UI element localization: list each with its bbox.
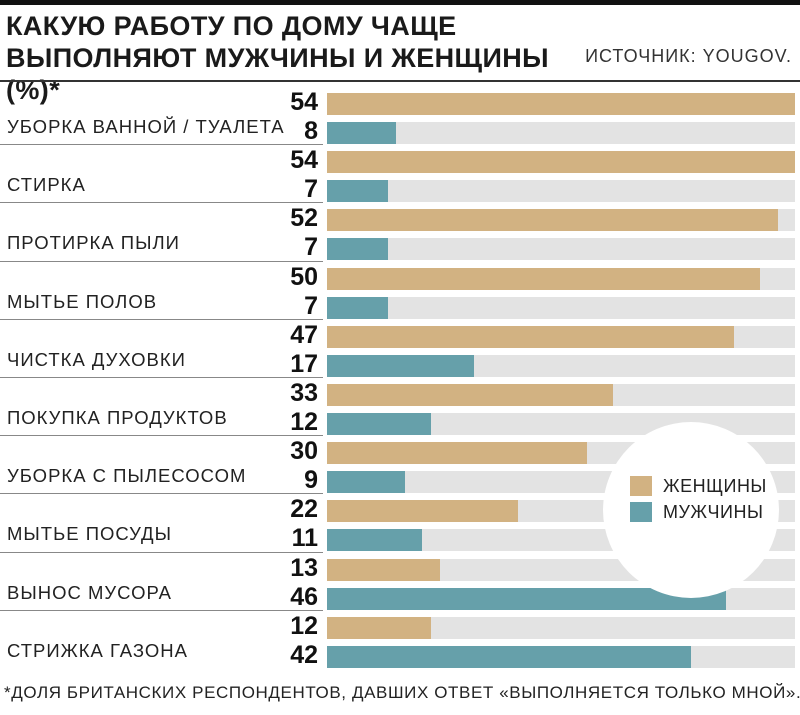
category-label: УБОРКА С ПЫЛЕСОСОМ xyxy=(7,465,247,486)
bar-women xyxy=(327,93,795,115)
value-label-men: 12 xyxy=(290,408,318,436)
bar-men xyxy=(327,413,431,435)
value-label-women: 30 xyxy=(290,437,318,465)
bar-men xyxy=(327,471,405,493)
value-label-women: 12 xyxy=(290,612,318,640)
bar-men xyxy=(327,297,388,319)
bar-women xyxy=(327,209,778,231)
bar-men xyxy=(327,122,396,144)
category-label: ЧИСТКА ДУХОВКИ xyxy=(7,349,186,370)
value-label-women: 22 xyxy=(290,495,318,523)
bar-men xyxy=(327,529,422,551)
source-note: ИСТОЧНИК: YOUGOV. xyxy=(585,46,792,66)
value-label-women: 13 xyxy=(290,554,318,582)
value-label-men: 8 xyxy=(304,117,318,145)
category-label: ВЫНОС МУСОРА xyxy=(7,582,172,603)
row-divider xyxy=(0,493,323,494)
value-label-men: 17 xyxy=(290,350,318,378)
bar-track xyxy=(327,122,795,144)
value-label-men: 9 xyxy=(304,466,318,494)
bar-men xyxy=(327,355,474,377)
bar-women xyxy=(327,617,431,639)
category-label: МЫТЬЕ ПОЛОВ xyxy=(7,291,158,312)
chart-title: КАКУЮ РАБОТУ ПО ДОМУ ЧАЩЕ ВЫПОЛНЯЮТ МУЖЧ… xyxy=(6,11,549,105)
value-label-men: 46 xyxy=(290,583,318,611)
value-label-women: 54 xyxy=(290,88,318,116)
bar-track xyxy=(327,238,795,260)
bar-track xyxy=(327,297,795,319)
row-divider xyxy=(0,610,323,611)
legend-swatch-women xyxy=(630,476,652,496)
bar-track xyxy=(327,617,795,639)
header-rule xyxy=(0,80,800,82)
value-label-men: 11 xyxy=(291,524,318,552)
bar-women xyxy=(327,500,518,522)
value-label-men: 7 xyxy=(304,292,318,320)
bar-women xyxy=(327,326,734,348)
top-rule xyxy=(0,0,800,5)
value-label-men: 7 xyxy=(304,233,318,261)
bar-men xyxy=(327,646,691,668)
row-divider xyxy=(0,435,323,436)
value-label-women: 47 xyxy=(290,321,318,349)
value-label-women: 50 xyxy=(290,263,318,291)
footnote: *ДОЛЯ БРИТАНСКИХ РЕСПОНДЕНТОВ, ДАВШИХ ОТ… xyxy=(4,683,800,702)
bar-men xyxy=(327,180,388,202)
bar-men xyxy=(327,588,726,610)
bar-women xyxy=(327,151,795,173)
bar-women xyxy=(327,268,760,290)
bar-women xyxy=(327,559,440,581)
category-label: УБОРКА ВАННОЙ / ТУАЛЕТА xyxy=(7,116,285,137)
value-label-men: 42 xyxy=(290,641,318,669)
row-divider xyxy=(0,202,323,203)
bar-women xyxy=(327,442,587,464)
legend-label-men: МУЖЧИНЫ xyxy=(663,502,764,522)
value-label-women: 54 xyxy=(290,146,318,174)
bar-men xyxy=(327,238,388,260)
row-divider xyxy=(0,552,323,553)
category-label: СТРИЖКА ГАЗОНА xyxy=(7,640,188,661)
row-divider xyxy=(0,319,323,320)
value-label-women: 52 xyxy=(290,204,318,232)
bar-women xyxy=(327,384,613,406)
category-label: СТИРКА xyxy=(7,174,86,195)
value-label-women: 33 xyxy=(290,379,318,407)
row-divider xyxy=(0,377,323,378)
legend-label-women: ЖЕНЩИНЫ xyxy=(663,476,767,496)
row-divider xyxy=(0,261,323,262)
bar-track xyxy=(327,180,795,202)
legend-swatch-men xyxy=(630,502,652,522)
category-label: ПРОТИРКА ПЫЛИ xyxy=(7,232,180,253)
value-label-men: 7 xyxy=(304,175,318,203)
row-divider xyxy=(0,144,323,145)
category-label: МЫТЬЕ ПОСУДЫ xyxy=(7,523,172,544)
category-label: ПОКУПКА ПРОДУКТОВ xyxy=(7,407,228,428)
